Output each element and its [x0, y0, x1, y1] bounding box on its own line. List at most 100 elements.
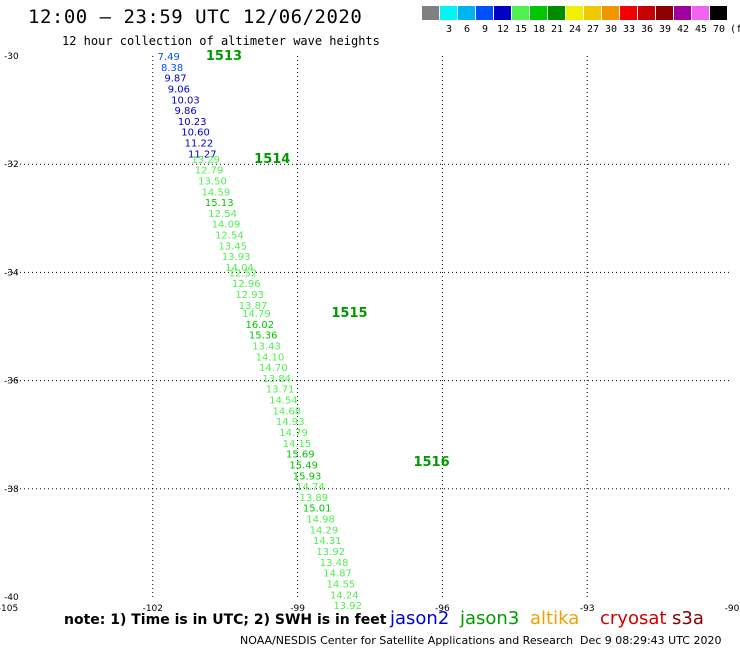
swh-data-label: 14.29	[310, 525, 339, 536]
legend-swatch	[548, 6, 565, 20]
swh-data-label: 14.79	[279, 428, 308, 439]
legend-tick-label: 42	[676, 24, 690, 35]
legend-tick-label: 18	[532, 24, 546, 35]
swh-data-label: 11.27	[188, 149, 217, 160]
swh-data-label: 13.29	[191, 155, 220, 166]
swh-data-label: 15.93	[293, 471, 322, 482]
y-tick-label: -36	[4, 377, 19, 387]
swh-data-label: 14.79	[242, 309, 271, 320]
x-tick-label: -102	[143, 604, 163, 614]
legend-swatch	[638, 6, 655, 20]
note-text: note: 1) Time is in UTC; 2) SWH is in fe…	[64, 612, 387, 628]
swh-data-label: 13.50	[198, 176, 227, 187]
legend-swatch	[566, 6, 583, 20]
legend-tick-label: 24	[568, 24, 582, 35]
swh-data-label: 9.06	[168, 84, 190, 95]
swh-data-label: 15.01	[303, 504, 332, 515]
legend-tick-label: 30	[604, 24, 618, 35]
swh-data-label: 15.36	[249, 331, 278, 342]
swh-data-label: 14.87	[323, 569, 352, 580]
legend-tick-label: 33	[622, 24, 636, 35]
legend-swatch	[656, 6, 673, 20]
swh-data-label: 14.04	[225, 263, 254, 274]
satellite-legend-item: altika	[530, 608, 580, 629]
swh-data-label: 14.98	[306, 515, 335, 526]
swh-data-label: 13.87	[239, 301, 268, 312]
footer-timestamp: Dec 9 08:29:43 UTC 2020	[580, 634, 722, 647]
swh-data-label: 13.92	[333, 601, 362, 612]
y-tick-label: -40	[4, 593, 19, 603]
y-tick-label: -30	[4, 52, 19, 62]
legend-swatch	[602, 6, 619, 20]
satellite-legend-item: cryosat	[600, 608, 667, 629]
swh-data-label: 14.24	[330, 590, 359, 601]
swh-data-label: 12.54	[208, 209, 237, 220]
pass-time-label: 1513	[206, 49, 242, 64]
x-tick-label: -93	[580, 604, 595, 614]
legend-tick-label: 12	[496, 24, 510, 35]
swh-data-label: 10.60	[181, 128, 210, 139]
chart-subtitle: 12 hour collection of altimeter wave hei…	[62, 34, 380, 48]
legend-swatch	[692, 6, 709, 20]
swh-data-label: 15.49	[289, 460, 318, 471]
legend-swatch	[458, 6, 475, 20]
pass-time-label: 1516	[413, 455, 449, 470]
swh-data-label: 13.93	[222, 252, 251, 263]
legend-swatch	[674, 6, 691, 20]
swh-data-label: 13.43	[252, 341, 281, 352]
swh-data-label: 12.79	[195, 166, 224, 177]
legend-swatch	[584, 6, 601, 20]
swh-data-label: 14.93	[276, 417, 305, 428]
x-tick-label: -99	[290, 604, 305, 614]
legend-unit: (ft)	[730, 24, 740, 35]
legend-tick-label: 9	[481, 24, 489, 35]
swh-data-label: 14.31	[313, 536, 342, 547]
legend-swatch	[422, 6, 439, 20]
swh-data-label: 13.84	[262, 374, 291, 385]
swh-data-label: 14.15	[283, 439, 312, 450]
legend-swatch	[440, 6, 457, 20]
swh-data-label: 9.87	[164, 74, 186, 85]
swh-data-label: 7.49	[158, 52, 180, 63]
x-tick-label: -96	[435, 604, 450, 614]
swh-data-label: 15.69	[286, 450, 315, 461]
swh-data-label: 14.59	[202, 187, 231, 198]
swh-data-label: 12.52	[229, 268, 258, 279]
swh-data-label: 14.09	[212, 220, 241, 231]
swh-data-label: 11.22	[185, 139, 214, 150]
swh-data-label: 14.10	[256, 352, 285, 363]
swh-data-label: 13.92	[316, 547, 345, 558]
swh-data-label: 14.74	[296, 482, 325, 493]
swh-data-label: 8.38	[161, 63, 183, 74]
swh-data-label: 10.03	[171, 95, 200, 106]
legend-tick-label: 6	[463, 24, 471, 35]
swh-data-label: 15.13	[205, 198, 234, 209]
swh-data-label: 14.55	[327, 579, 356, 590]
footer-source: NOAA/NESDIS Center for Satellite Applica…	[240, 634, 574, 647]
swh-data-label: 13.45	[218, 241, 247, 252]
x-tick-label: -105	[0, 604, 18, 614]
legend-swatch	[530, 6, 547, 20]
legend-tick-label: 45	[694, 24, 708, 35]
satellite-legend-item: jason3	[460, 608, 520, 629]
swh-data-label: 12.96	[232, 279, 261, 290]
legend-swatch	[710, 6, 727, 20]
swh-data-label: 13.89	[300, 493, 329, 504]
legend-tick-label: 39	[658, 24, 672, 35]
satellite-legend-item: s3a	[672, 608, 704, 629]
legend-swatch	[512, 6, 529, 20]
swh-data-label: 12.54	[215, 231, 244, 242]
legend-tick-label: 15	[514, 24, 528, 35]
legend-swatch	[494, 6, 511, 20]
legend-tick-label: 36	[640, 24, 654, 35]
swh-data-label: 13.71	[266, 385, 295, 396]
swh-data-label: 14.70	[259, 363, 288, 374]
swh-data-label: 9.86	[175, 106, 197, 117]
legend-tick-label: 3	[445, 24, 453, 35]
pass-time-label: 1515	[331, 306, 367, 321]
chart-title: 12:00 — 23:59 UTC 12/06/2020	[28, 6, 363, 28]
legend-tick-label: 21	[550, 24, 564, 35]
legend-tick-label: 27	[586, 24, 600, 35]
swh-data-label: 14.68	[273, 406, 302, 417]
